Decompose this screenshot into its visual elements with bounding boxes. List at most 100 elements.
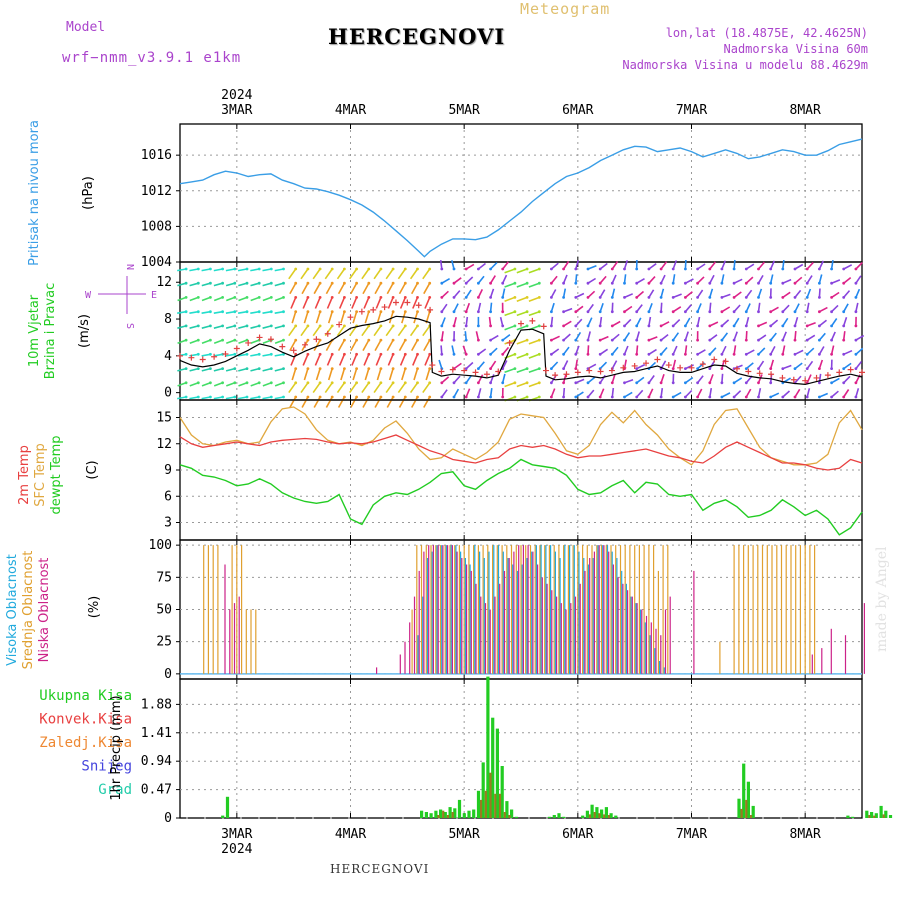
wind-barb xyxy=(684,259,687,270)
wind-barb-head xyxy=(452,395,456,399)
wind-barb xyxy=(336,382,346,394)
wind-barb xyxy=(721,274,725,284)
wind-barb xyxy=(611,288,616,298)
precip-ytick-label: 0.47 xyxy=(141,783,172,798)
wind-barb-head xyxy=(854,324,858,328)
wind-barb-head xyxy=(477,381,480,385)
wind-barb-head xyxy=(367,281,371,285)
wind-barb xyxy=(623,260,629,270)
wind-barb xyxy=(340,368,346,381)
wind-barb-head xyxy=(671,352,675,356)
wind-barb-head xyxy=(574,367,578,370)
wind-barb-head xyxy=(489,395,492,399)
wind-barb xyxy=(398,282,407,295)
wind-barb-head xyxy=(355,267,358,271)
wind-barb xyxy=(636,290,645,299)
wind-barb xyxy=(611,333,620,341)
wind-barb xyxy=(189,367,199,372)
wind-barb-head xyxy=(684,310,687,314)
wind-barb xyxy=(465,388,471,398)
wind-barb xyxy=(237,396,248,400)
wind-barb-head xyxy=(257,324,261,328)
wind-barb xyxy=(177,382,187,387)
wind-barb xyxy=(413,311,419,324)
wind-barb xyxy=(611,274,617,284)
wind-barb xyxy=(504,282,516,288)
precip-total-bar xyxy=(552,815,556,818)
wind-barb xyxy=(177,296,187,302)
wind-barb xyxy=(587,331,591,341)
wind-barb xyxy=(385,268,394,280)
wind-barb xyxy=(397,382,406,394)
temperature-ytick-label: 15 xyxy=(156,411,172,426)
wind-barb xyxy=(794,263,804,270)
wind-barb-head xyxy=(708,324,712,328)
wind-barb-head xyxy=(562,381,565,385)
wind-barb xyxy=(855,388,860,398)
wind-barb xyxy=(385,325,394,337)
wind-barb xyxy=(313,396,321,408)
precip-total-bar xyxy=(562,816,566,818)
wind-barb-head xyxy=(379,310,383,314)
precip-total-bar xyxy=(874,813,878,818)
wind-barb-head xyxy=(379,338,383,342)
wind-barb xyxy=(660,374,665,384)
wind-barb-head xyxy=(659,324,663,328)
wind-barb xyxy=(291,311,297,324)
precip-frz-bar xyxy=(607,815,611,818)
wind-barb-head xyxy=(854,367,858,370)
wind-barb xyxy=(794,331,797,341)
clouds-ytick-label: 25 xyxy=(156,635,172,650)
precip-legend-item: Ukupna Kisa xyxy=(39,688,132,704)
precip-total-bar xyxy=(429,813,433,818)
wind-gust-marker xyxy=(483,371,490,378)
wind-barb-head xyxy=(610,296,614,299)
precip-total-bar xyxy=(514,816,518,818)
wind-barb-head xyxy=(732,296,736,299)
wind-barb-head xyxy=(574,338,578,342)
wind-gust-marker xyxy=(563,371,570,378)
wind-barb xyxy=(376,311,382,324)
wind-barb xyxy=(709,374,714,384)
wind-barb-head xyxy=(428,352,432,356)
wind-barb xyxy=(528,268,540,274)
wind-barb-head xyxy=(732,310,736,314)
wind-barb xyxy=(733,259,736,270)
precip-total-bar xyxy=(510,809,514,818)
wind-barb-head xyxy=(830,296,833,299)
wind-barb-head xyxy=(184,367,188,370)
wind-barb-head xyxy=(781,395,785,399)
wind-barb-head xyxy=(245,324,249,328)
wind-gust-marker xyxy=(813,374,820,381)
wind-barb-head xyxy=(306,338,310,342)
wind-barb xyxy=(225,282,236,287)
wind-barb-head xyxy=(403,338,407,342)
wind-barb xyxy=(611,346,619,355)
wind-barb xyxy=(599,388,605,398)
wind-barb xyxy=(441,278,450,284)
wind-barb-head xyxy=(306,395,310,399)
wind-barb-head xyxy=(830,310,833,314)
wind-barb xyxy=(226,382,236,387)
wind-barb-head xyxy=(671,310,675,314)
wind-barb-head xyxy=(610,395,614,399)
wind-barb-head xyxy=(598,296,602,299)
wind-barb-head xyxy=(842,381,846,385)
wind-barb xyxy=(636,363,646,370)
wind-barb xyxy=(806,302,810,312)
wind-barb-head xyxy=(562,395,565,399)
wind-barb-head xyxy=(477,324,480,328)
wind-barb xyxy=(684,345,688,355)
wind-barb-head xyxy=(501,352,505,356)
wind-barb xyxy=(516,367,528,374)
wind-barb xyxy=(782,304,790,313)
precip-frz-bar xyxy=(484,790,487,818)
precip-total-bar xyxy=(590,804,594,818)
wind-barb-head xyxy=(269,381,273,385)
wind-barb xyxy=(302,353,309,366)
wind-barb-head xyxy=(282,267,285,271)
wind-barb xyxy=(855,347,864,355)
wind-barb xyxy=(504,382,516,388)
wind-barb xyxy=(599,335,609,341)
wind-barb-head xyxy=(452,324,456,328)
